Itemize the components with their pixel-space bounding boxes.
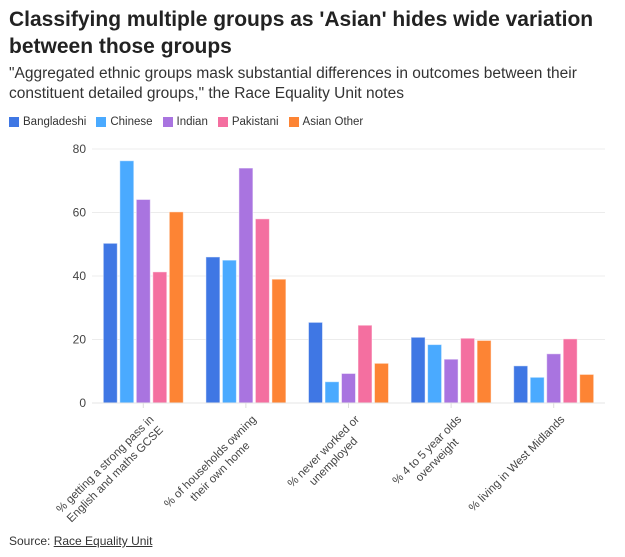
legend-swatch [217, 117, 228, 127]
bar-pakistani [254, 218, 270, 404]
y-tick-label: 20 [73, 333, 87, 347]
legend-label: Bangladeshi [23, 116, 87, 128]
bar-bangladeshi [102, 242, 118, 404]
chart-subtitle: "Aggregated ethnic groups mask substanti… [9, 65, 577, 102]
bar-asian-other [374, 362, 389, 404]
bar-indian [238, 167, 254, 404]
legend-swatch [162, 117, 173, 127]
y-tick-label: 80 [73, 142, 87, 156]
bar-bangladeshi [410, 336, 426, 404]
bar-bangladeshi [308, 321, 323, 404]
legend-item: Bangladeshi [9, 116, 86, 128]
legend-item: Asian Other [288, 116, 364, 128]
bar-pakistani [357, 324, 373, 404]
legend-label: Chinese [110, 116, 153, 128]
bar-indian [546, 353, 562, 404]
legend-label: Indian [176, 116, 208, 128]
bar-pakistani [562, 338, 578, 404]
bar-asian-other [168, 211, 184, 404]
legend-swatch [96, 117, 107, 127]
chart-title: Classifying multiple groups as 'Asian' h… [9, 8, 594, 58]
legend-label: Pakistani [231, 116, 279, 128]
bar-indian [443, 358, 459, 404]
legend-item: Chinese [96, 116, 153, 128]
bar-pakistani [152, 271, 168, 404]
legend-swatch [288, 117, 299, 127]
legend-item: Pakistani [217, 116, 279, 128]
bar-pakistani [460, 337, 476, 404]
y-tick-label: 60 [73, 206, 87, 220]
bar-chinese [427, 344, 443, 404]
y-tick-label: 40 [73, 269, 87, 283]
source-label: Source: [9, 534, 51, 548]
bar-chinese [119, 160, 135, 404]
y-tick-label: 0 [79, 396, 86, 410]
bar-bangladeshi [513, 365, 529, 404]
legend-swatch [9, 117, 19, 127]
bar-indian [135, 198, 151, 404]
bar-indian [341, 372, 356, 404]
source-link[interactable]: Race Equality Unit [53, 534, 153, 548]
bar-chinese [529, 376, 545, 404]
legend: Bangladeshi Chinese Indian Pakistani Asian O… [9, 116, 363, 128]
bar-asian-other [476, 339, 492, 404]
bar-asian-other [271, 278, 287, 404]
legend-item: Indian [162, 116, 208, 128]
bar-asian-other [579, 373, 595, 404]
bar-chinese [324, 381, 340, 404]
bar-chinese [221, 259, 237, 404]
bar-bangladeshi [205, 256, 221, 404]
source: Source: Race Equality Unit [9, 534, 152, 548]
legend-label: Asian Other [302, 116, 364, 128]
